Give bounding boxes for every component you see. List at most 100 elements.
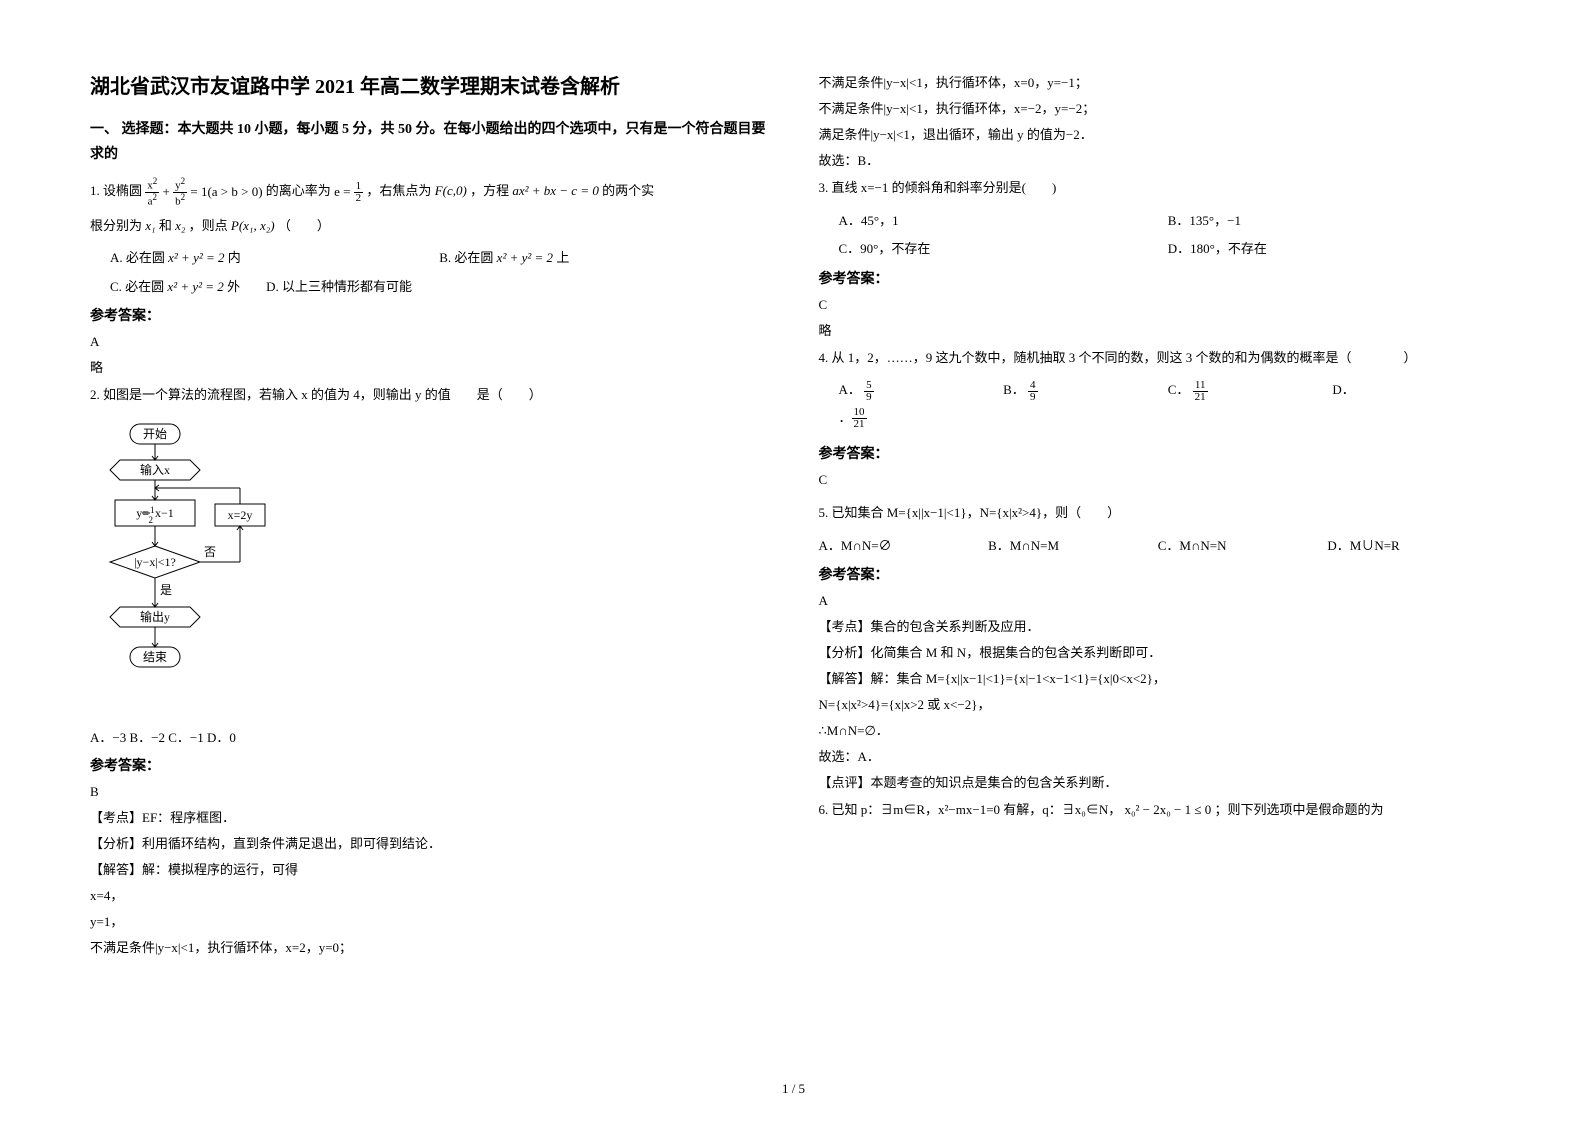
q1-stem-line2: 根分别为 x₁ 和 x₂ ，则点 P(x₁, x₂) （ ）: [90, 212, 769, 241]
q4-optA-den: 9: [864, 392, 874, 403]
q1-text: 的离心率为: [266, 184, 331, 199]
q5-optB: B．M∩N=M: [988, 532, 1158, 561]
q1-optB: B. 必在圆 x² + y² = 2 上: [439, 244, 768, 273]
q1-optA-suffix: 内: [225, 250, 241, 265]
q5-exp1: 【考点】集合的包含关系判断及应用．: [819, 614, 1498, 640]
q1-optA: A. 必在圆 x² + y² = 2 内: [110, 244, 439, 273]
flow-assign2: x=2y: [228, 508, 253, 522]
q3-optC: C．90°，不存在: [839, 235, 1168, 264]
q1-circle: x² + y² = 2: [167, 279, 223, 294]
right-column: 不满足条件|y−x|<1，执行循环体，x=0，y=−1； 不满足条件|y−x|<…: [819, 70, 1498, 961]
flow-end: 结束: [143, 650, 167, 664]
q2-exp4: x=4，: [90, 883, 769, 909]
q2-exp3: 【解答】解：模拟程序的运行，可得: [90, 857, 769, 883]
q3-stem: 3. 直线 x=−1 的倾斜角和斜率分别是( ): [819, 174, 1498, 203]
q1-optB-suffix: 上: [553, 250, 569, 265]
q1-optCD: C. 必在圆 x² + y² = 2 外 D. 以上三种情形都有可能: [110, 273, 769, 302]
flow-yes: 是: [160, 583, 172, 597]
q3-note: 略: [819, 318, 1498, 344]
section-1-heading: 一、 选择题：本大题共 10 小题，每小题 5 分，共 50 分。在每小题给出的…: [90, 117, 769, 167]
q2-exp1: 【考点】EF：程序框图．: [90, 805, 769, 831]
q4-optA: A． 59: [839, 376, 1004, 405]
flow-no: 否: [204, 545, 216, 559]
q6-prefix: 6. 已知 p：∃m∈R，x²−mx−1=0 有解，q：∃x₀∈N，: [819, 802, 1122, 817]
q1-optB-text: B. 必在圆: [439, 250, 496, 265]
q1-circle: x² + y² = 2: [497, 250, 553, 265]
q4-optB-den: 9: [1028, 392, 1038, 403]
q2-answer: B: [90, 779, 769, 805]
q2c-line2: 不满足条件|y−x|<1，执行循环体，x=−2，y=−2；: [819, 96, 1498, 122]
q4-optB-label: B．: [1003, 382, 1025, 397]
q1-root2: x₂: [175, 218, 185, 233]
q4-optD: D．: [1332, 376, 1497, 405]
q1-cond: = 1(a > b > 0): [190, 184, 262, 199]
q1-optD-text: D. 以上三种情形都有可能: [266, 279, 412, 294]
flow-input: 输入x: [140, 462, 170, 477]
q5-stem: 5. 已知集合 M={x||x−1|<1}，N={x|x²>4}，则（ ）: [819, 499, 1498, 528]
q4-answer-label: 参考答案：: [819, 443, 1498, 463]
q1-optC-suffix: 外: [224, 279, 240, 294]
q5-optA: A．M∩N=∅: [819, 532, 989, 561]
q1-e-prefix: e =: [334, 184, 354, 199]
q1-text: ，方程: [470, 184, 509, 199]
q1-answer: A: [90, 329, 769, 355]
q2-flowchart: 开始 输入x y=12x−1 x=2y |y−x|<1? 否 是 输出y 结束: [100, 422, 769, 717]
q1-circle: x² + y² = 2: [168, 250, 224, 265]
page-number: 1 / 5: [782, 1081, 805, 1097]
q4-optC: C． 1121: [1168, 376, 1333, 405]
q5-exp3: 【解答】解：集合 M={x||x−1|<1}={x|−1<x−1<1}={x|0…: [819, 666, 1498, 692]
q6-stem: 6. 已知 p：∃m∈R，x²−mx−1=0 有解，q：∃x₀∈N， x₀² −…: [819, 796, 1498, 825]
q2c-line1: 不满足条件|y−x|<1，执行循环体，x=0，y=−1；: [819, 70, 1498, 96]
q2c-line3: 满足条件|y−x|<1，退出循环，输出 y 的值为−2．: [819, 122, 1498, 148]
q4-optA-label: A．: [839, 382, 861, 397]
q4-optD-label: D．: [1332, 382, 1354, 397]
q4-optC-label: C．: [1168, 382, 1190, 397]
q5-optD: D．M∪N=R: [1327, 532, 1497, 561]
q1-note: 略: [90, 355, 769, 381]
q2-options: A．−3 B．−2 C．−1 D．0: [90, 725, 769, 751]
q5-answer: A: [819, 588, 1498, 614]
q6-ineq: x₀² − 2x₀ − 1 ≤ 0: [1124, 802, 1211, 817]
q1-text: 的两个实: [602, 184, 654, 199]
q5-options: A．M∩N=∅ B．M∩N=M C．M∩N=N D．M∪N=R: [819, 532, 1498, 561]
q3-options: A．45°，1 B．135°，−1 C．90°，不存在 D．180°，不存在: [819, 207, 1498, 264]
q1-e-den: 2: [354, 193, 364, 204]
q2-stem: 2. 如图是一个算法的流程图，若输入 x 的值为 4，则输出 y 的值 是（ ）: [90, 381, 769, 410]
q4-optC-den: 21: [1193, 392, 1208, 403]
q1-prefix: 1. 设椭圆: [90, 184, 142, 199]
q2-exp5: y=1，: [90, 909, 769, 935]
q1-options: A. 必在圆 x² + y² = 2 内 B. 必在圆 x² + y² = 2 …: [90, 244, 769, 301]
q4-optB: B． 49: [1003, 376, 1168, 405]
q3-optD: D．180°，不存在: [1168, 235, 1497, 264]
q4-stem: 4. 从 1，2，……，9 这九个数中，随机抽取 3 个不同的数，则这 3 个数…: [819, 344, 1498, 373]
q6-suffix: ；则下列选项中是假命题的为: [1214, 802, 1383, 817]
q1-optA-text: A. 必在圆: [110, 250, 168, 265]
q5-exp4: N={x|x²>4}={x|x>2 或 x<−2}，: [819, 692, 1498, 718]
flow-start: 开始: [143, 427, 167, 441]
q3-answer-label: 参考答案：: [819, 268, 1498, 288]
q5-exp7: 【点评】本题考查的知识点是集合的包含关系判断．: [819, 770, 1498, 796]
q1-stem: 1. 设椭圆 x2a2 + y2b2 = 1(a > b > 0) 的离心率为 …: [90, 177, 769, 207]
q4-optD-frac: ．1021: [819, 405, 1498, 431]
q1-quad: ax² + bx − c = 0: [512, 184, 599, 199]
q5-exp5: ∴M∩N=∅．: [819, 718, 1498, 744]
flow-output: 输出y: [140, 609, 170, 624]
q1-text: ，则点: [189, 218, 228, 233]
q1-paren: （ ）: [278, 218, 330, 233]
q2-exp2: 【分析】利用循环结构，直到条件满足退出，即可得到结论．: [90, 831, 769, 857]
q3-answer: C: [819, 292, 1498, 318]
q2-exp6: 不满足条件|y−x|<1，执行循环体，x=2，y=0；: [90, 935, 769, 961]
flowchart-svg: 开始 输入x y=12x−1 x=2y |y−x|<1? 否 是 输出y 结束: [100, 422, 270, 712]
q4-optD-den: 21: [852, 419, 867, 430]
q1-point: P(x₁, x₂): [231, 218, 275, 233]
q1-ellipse-eq: x2a2 + y2b2 = 1(a > b > 0): [145, 184, 266, 199]
q3-optA: A．45°，1: [839, 207, 1168, 236]
left-column: 湖北省武汉市友谊路中学 2021 年高二数学理期末试卷含解析 一、 选择题：本大…: [90, 70, 769, 961]
q1-focus: F(c,0): [435, 184, 467, 199]
q4-answer: C: [819, 467, 1498, 493]
q1-optC-text: C. 必在圆: [110, 279, 167, 294]
q5-optC: C．M∩N=N: [1158, 532, 1328, 561]
q1-e: e = 12: [334, 184, 366, 199]
q1-text: 根分别为: [90, 218, 142, 233]
q1-root1: x₁: [145, 218, 155, 233]
